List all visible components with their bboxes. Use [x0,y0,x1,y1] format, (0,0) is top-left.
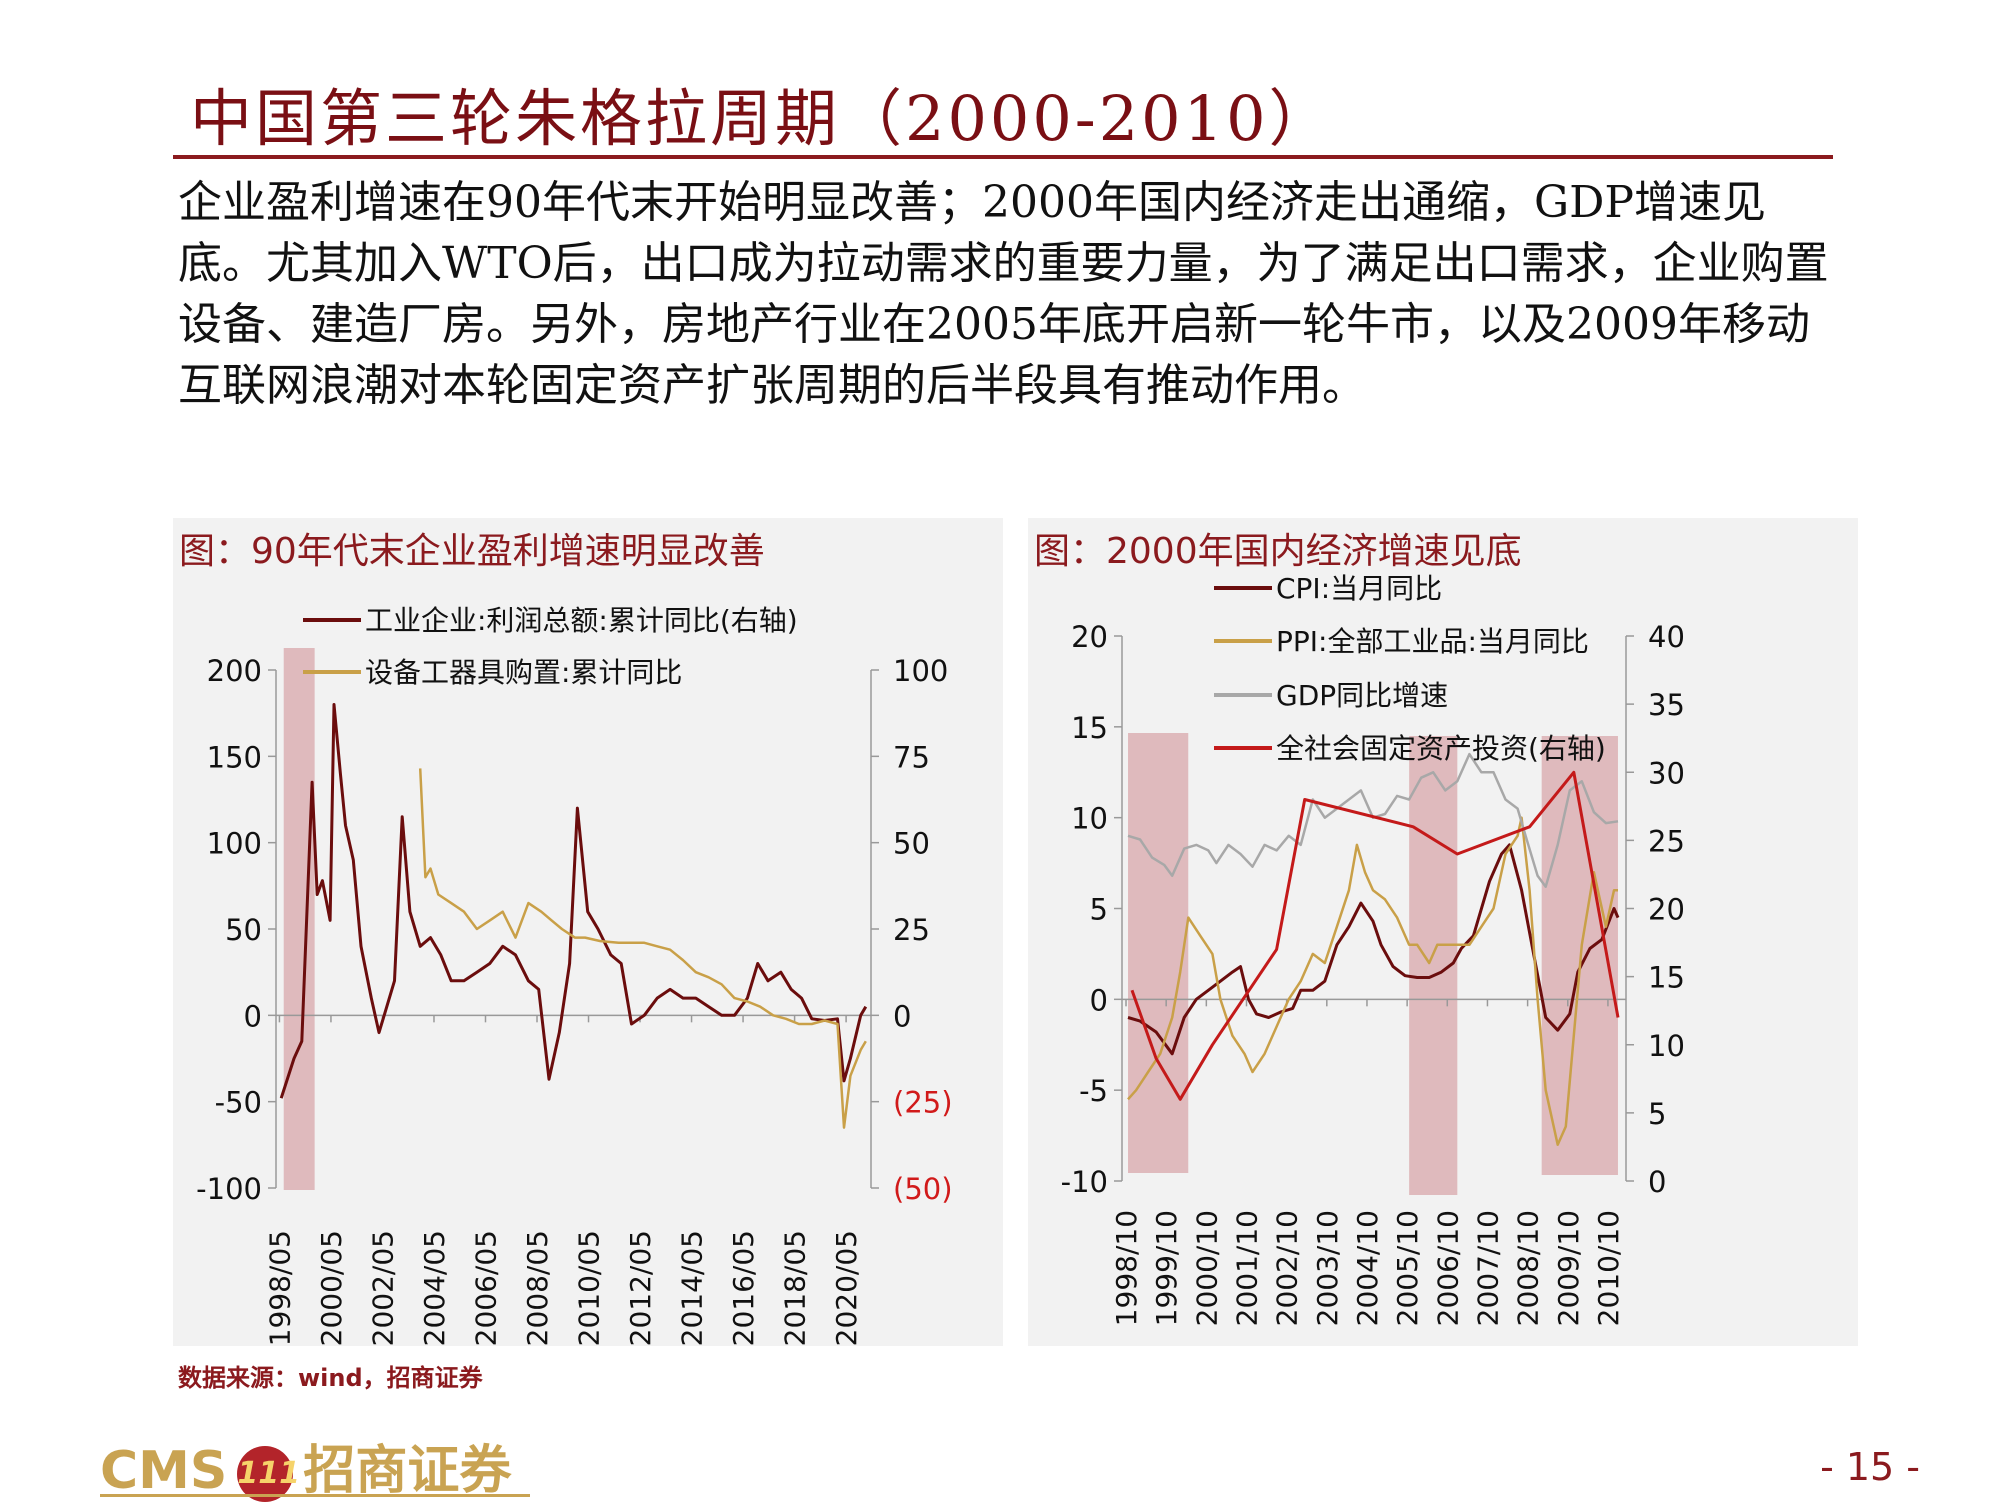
left-x-tick-label: 2018/05 [779,1230,812,1346]
right-series-line [1127,816,1618,1146]
left-x-tick-label: 2012/05 [624,1230,657,1346]
left-left-tick-label: 50 [225,913,262,947]
right-left-tick-label: -5 [1079,1074,1108,1108]
title-divider [173,155,1833,159]
right-x-tick-label: 2001/10 [1230,1210,1263,1326]
left-x-tick-label: 2016/05 [727,1230,760,1346]
right-legend-label: CPI:当月同比 [1276,572,1442,605]
left-chart-title: 图：90年代末企业盈利增速明显改善 [179,531,765,572]
left-x-tick-label: 2000/05 [315,1230,348,1346]
left-x-tick-label: 2014/05 [676,1230,709,1346]
right-shaded-period [1128,733,1189,1173]
right-x-tick-label: 1998/10 [1110,1210,1143,1326]
right-x-tick-label: 2007/10 [1471,1210,1504,1326]
right-right-tick-label: 30 [1648,756,1685,790]
left-left-tick-label: 0 [244,999,262,1033]
right-left-tick-label: 0 [1090,983,1108,1017]
right-chart-panel: 图：2000年国内经济增速见底 20 15 10 5 0 -5 -10 40 35 30 25 20 1… [1028,518,1858,1346]
right-right-tick-label: 35 [1648,688,1685,722]
left-x-tick-label: 2004/05 [418,1230,451,1346]
right-x-tick-label: 1999/10 [1150,1210,1183,1326]
right-right-tick-label: 10 [1648,1029,1685,1063]
brand-logo: CMS 111招商证券 [100,1428,511,1503]
left-legend-label: 工业企业:利润总额:累计同比(右轴) [365,604,798,637]
right-legend-label: PPI:全部工业品:当月同比 [1276,625,1589,658]
brand-underline [100,1494,530,1497]
right-x-tick-label: 2005/10 [1391,1210,1424,1326]
left-right-tick-label: 25 [893,913,930,947]
brand-chinese: 招商证券 [303,1441,512,1501]
summary-paragraph: 企业盈利增速在90年代末开始明显改善；2000年国内经济走出通缩，GDP增速见底… [178,177,1829,411]
left-right-tick-label: 50 [893,827,930,861]
left-x-tick-label: 2002/05 [366,1230,399,1346]
data-source: 数据来源：wind，招商证券 [178,1364,483,1392]
right-x-tick-label: 2004/10 [1351,1210,1384,1326]
left-chart: 200 150 100 50 0 -50 -100 100 75 50 25 0 (25) (50) 199… [196,604,953,1346]
right-legend-label: GDP同比增速 [1276,679,1448,712]
page-title: 中国第三轮朱格拉周期（2000-2010） [190,82,1334,155]
left-right-tick-label: 75 [893,740,930,774]
left-x-tick-label: 1998/05 [263,1230,296,1346]
left-legend-label: 设备工器具购置:累计同比 [365,656,682,689]
right-chart-title: 图：2000年国内经济增速见底 [1034,531,1522,572]
left-left-tick-label: 100 [207,827,262,861]
brand-latin: CMS [100,1441,228,1501]
right-x-tick-label: 2008/10 [1512,1210,1545,1326]
right-right-tick-label: 25 [1648,824,1685,858]
left-right-tick-label: 0 [893,999,911,1033]
right-x-tick-label: 2003/10 [1311,1210,1344,1326]
right-right-tick-label: 40 [1648,620,1685,654]
left-x-tick-label: 2006/05 [469,1230,502,1346]
left-x-tick-label: 2010/05 [573,1230,606,1346]
right-series-line [1130,770,1620,1101]
right-x-tick-label: 2009/10 [1552,1210,1585,1326]
right-chart: 20 15 10 5 0 -5 -10 40 35 30 25 20 15 10 5 0 1998/10 1999… [1061,572,1685,1326]
right-left-tick-label: 10 [1071,802,1108,836]
left-left-tick-label: -50 [215,1086,262,1120]
right-right-tick-label: 0 [1648,1165,1666,1199]
right-legend-label: 全社会固定资产投资(右轴) [1276,732,1606,765]
right-x-tick-label: 2002/10 [1271,1210,1304,1326]
left-right-tick-label: (50) [893,1172,953,1206]
right-left-tick-label: 15 [1071,711,1108,745]
right-right-tick-label: 20 [1648,893,1685,927]
page-number: - 15 - [1820,1445,1920,1489]
right-left-tick-label: 5 [1090,893,1108,927]
right-series-line [1127,843,1620,1056]
right-left-tick-label: -10 [1061,1165,1108,1199]
left-series-line [418,768,867,1129]
left-left-tick-label: 200 [207,654,262,688]
left-right-tick-label: (25) [893,1086,953,1120]
left-x-tick-label: 2008/05 [521,1230,554,1346]
brand-mark-icon: 111 [237,1446,300,1502]
right-left-tick-label: 20 [1071,620,1108,654]
left-shaded-period [283,648,315,1190]
left-x-tick-label: 2020/05 [830,1230,863,1346]
right-right-tick-label: 5 [1648,1097,1666,1131]
left-left-tick-label: -100 [196,1172,262,1206]
right-right-tick-label: 15 [1648,961,1685,995]
right-x-tick-label: 2010/10 [1592,1210,1625,1326]
right-x-tick-label: 2006/10 [1431,1210,1464,1326]
right-x-tick-label: 2000/10 [1190,1210,1223,1326]
left-chart-panel: 图：90年代末企业盈利增速明显改善 200 150 100 50 0 -50 -100 100… [173,518,1003,1346]
left-right-tick-label: 100 [893,654,948,688]
left-left-tick-label: 150 [207,740,262,774]
left-series-line [279,703,868,1099]
